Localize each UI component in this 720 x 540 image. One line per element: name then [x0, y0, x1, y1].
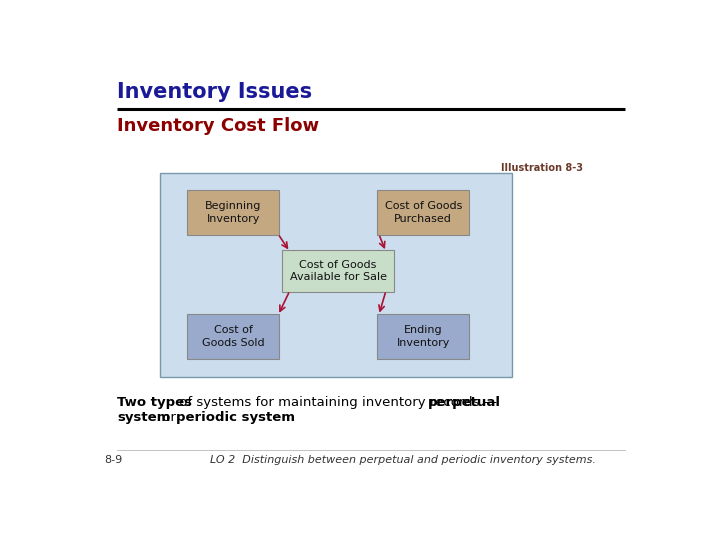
- Text: Cost of Goods
Available for Sale: Cost of Goods Available for Sale: [289, 260, 387, 282]
- FancyBboxPatch shape: [187, 314, 279, 359]
- Text: Illustration 8-3: Illustration 8-3: [500, 164, 582, 173]
- Text: Cost of
Goods Sold: Cost of Goods Sold: [202, 326, 265, 348]
- FancyBboxPatch shape: [377, 190, 469, 235]
- FancyBboxPatch shape: [187, 190, 279, 235]
- Text: Beginning
Inventory: Beginning Inventory: [205, 201, 261, 224]
- FancyBboxPatch shape: [160, 173, 513, 377]
- Text: .: .: [268, 410, 272, 423]
- Text: system: system: [117, 410, 171, 423]
- Text: periodic system: periodic system: [176, 410, 294, 423]
- FancyBboxPatch shape: [282, 251, 394, 292]
- FancyBboxPatch shape: [377, 314, 469, 359]
- Text: Cost of Goods
Purchased: Cost of Goods Purchased: [384, 201, 462, 224]
- Text: of systems for maintaining inventory records —: of systems for maintaining inventory rec…: [175, 396, 502, 409]
- Text: Inventory Cost Flow: Inventory Cost Flow: [117, 117, 319, 135]
- Text: Inventory Issues: Inventory Issues: [117, 82, 312, 102]
- Text: perpetual: perpetual: [428, 396, 501, 409]
- Text: or: or: [158, 410, 181, 423]
- Text: LO 2  Distinguish between perpetual and periodic inventory systems.: LO 2 Distinguish between perpetual and p…: [210, 455, 596, 465]
- Text: Two types: Two types: [117, 396, 192, 409]
- Text: Ending
Inventory: Ending Inventory: [397, 326, 450, 348]
- Text: 8-9: 8-9: [104, 455, 122, 465]
